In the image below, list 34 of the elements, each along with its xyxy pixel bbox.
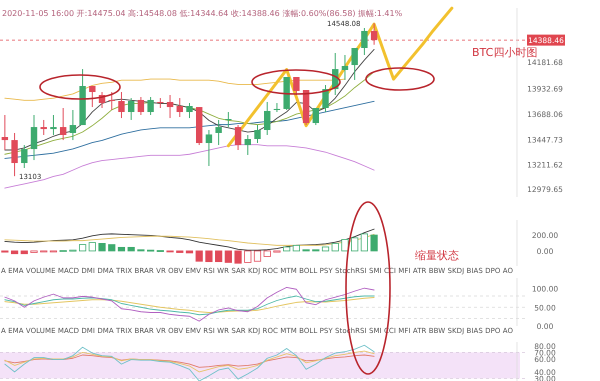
line-series — [4, 234, 375, 246]
bar — [254, 250, 262, 262]
bar — [370, 234, 378, 252]
line-series — [4, 286, 375, 322]
bar — [264, 250, 271, 257]
bar — [205, 250, 213, 262]
line-series — [226, 6, 454, 148]
bar — [98, 242, 106, 252]
bar — [234, 250, 242, 264]
bar — [224, 250, 232, 263]
bar — [196, 250, 203, 262]
bar — [128, 246, 135, 252]
bar — [20, 250, 28, 254]
bar — [88, 242, 96, 252]
bar — [244, 250, 252, 263]
line-series — [4, 354, 375, 368]
annotation: BTC四小时图 — [472, 46, 538, 59]
bar — [341, 239, 349, 252]
bar — [351, 237, 358, 252]
annotation: 2020-11-05 16:00 开:14475.04 高:14548.08 低:14344.64 收:14388.46 涨幅:0.60%(86.58) 振幅:1.41% — [2, 9, 403, 18]
bar — [283, 246, 290, 252]
bar — [322, 246, 330, 252]
bar — [215, 250, 222, 262]
line-series — [4, 350, 375, 372]
bar — [118, 246, 126, 252]
line-series — [4, 344, 375, 381]
bar — [108, 244, 116, 252]
bar — [78, 244, 86, 252]
bar — [292, 244, 300, 252]
bar — [332, 242, 339, 252]
bar — [360, 233, 368, 252]
annotation: 缩量状态 — [415, 249, 459, 262]
line-series — [4, 228, 375, 251]
bar — [10, 250, 18, 254]
